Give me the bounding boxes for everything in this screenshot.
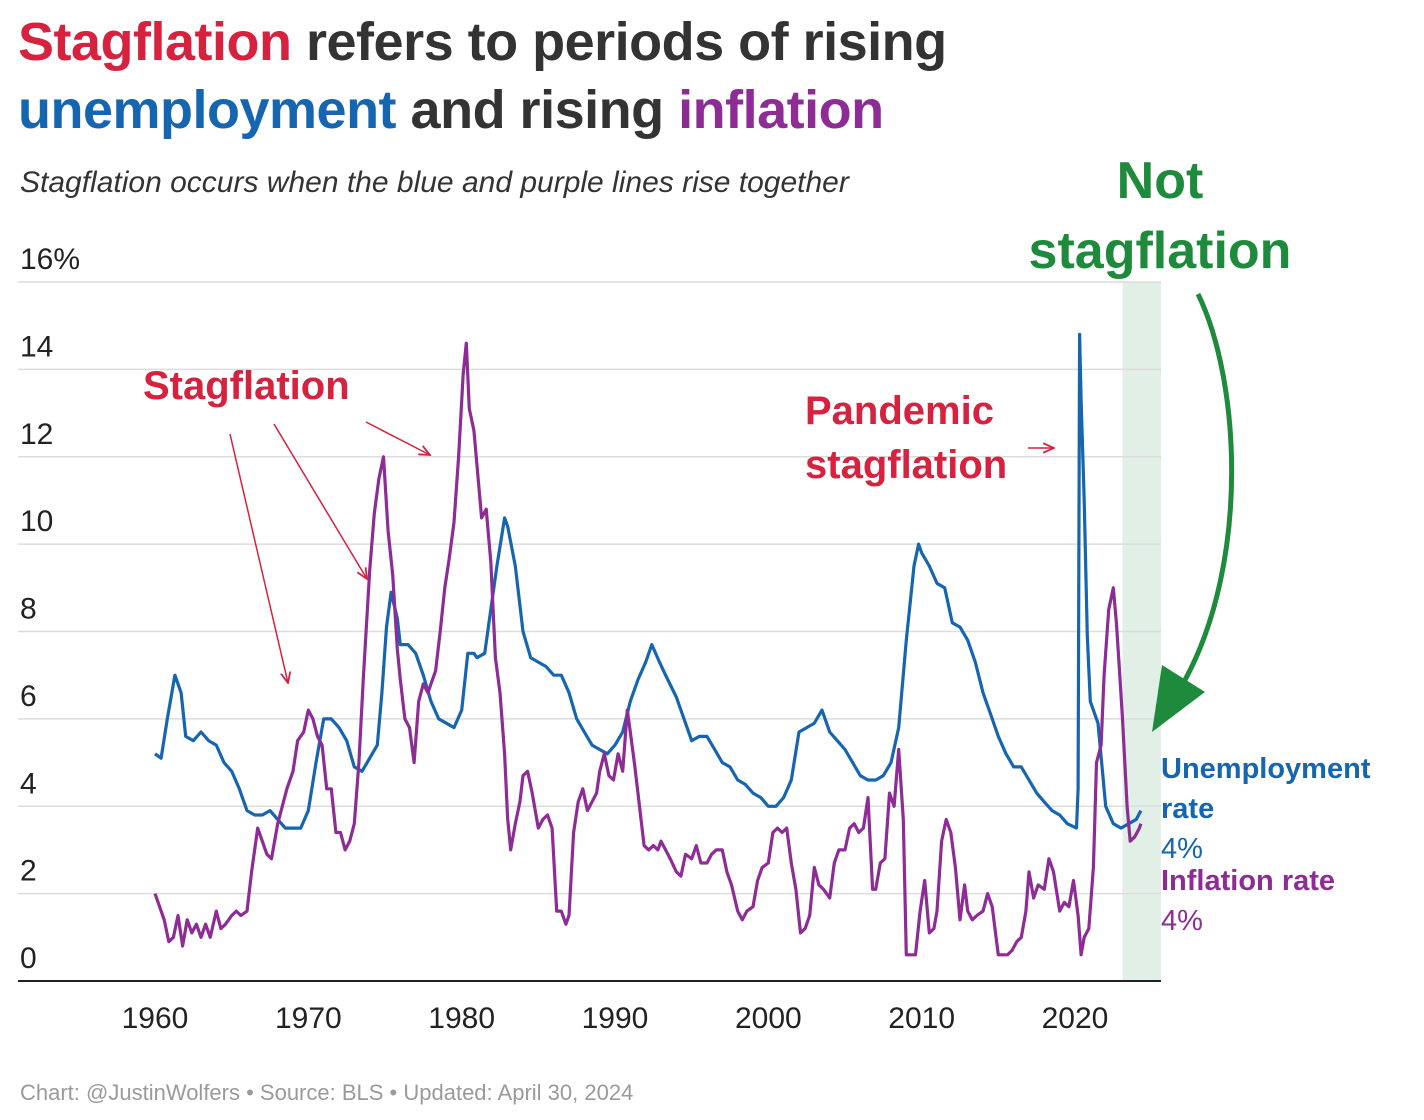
title-unemployment: unemployment (18, 80, 397, 140)
chart-subtitle: Stagflation occurs when the blue and pur… (20, 166, 849, 199)
x-tick-label: 2010 (888, 1002, 955, 1035)
y-axis: 0 2 4 6 8 10 12 14 16% (20, 243, 80, 975)
stagflation-annotation: Stagflation (143, 364, 350, 408)
unemployment-value: 4% (1161, 833, 1203, 865)
x-tick-label: 2000 (735, 1002, 802, 1035)
pandemic-annotation-line1: Pandemic (805, 389, 994, 433)
x-tick-label: 1970 (275, 1002, 342, 1035)
stagflation-arrow-2 (273, 423, 367, 579)
x-tick-label: 1980 (428, 1002, 495, 1035)
inflation-line (153, 341, 1143, 957)
title-inflation: inflation (678, 80, 884, 140)
y-tick-label: 16% (20, 243, 80, 276)
stagflation-arrow-3 (365, 421, 430, 455)
x-axis: 1960 1970 1980 1990 2000 2010 2020 (122, 1002, 1109, 1035)
unemployment-label-line1: Unemployment (1161, 753, 1371, 785)
y-tick-label: 2 (20, 855, 37, 888)
x-tick-label: 1960 (122, 1002, 189, 1035)
title-text-1: refers to periods of rising (291, 12, 947, 72)
y-tick-label: 6 (20, 680, 37, 713)
not-stagflation-line1: Not (1117, 152, 1204, 210)
inflation-value: 4% (1161, 905, 1203, 937)
y-tick-label: 12 (20, 418, 53, 451)
unemployment-label-line2: rate (1161, 793, 1214, 825)
title-stagflation: Stagflation (18, 12, 292, 72)
unemployment-line (154, 332, 1143, 830)
not-stagflation-arrowhead (1152, 665, 1205, 732)
y-tick-label: 10 (20, 505, 53, 538)
chart-title: Stagflation refers to periods of rising … (18, 8, 1118, 144)
y-tick-label: 0 (20, 942, 37, 975)
y-tick-label: 4 (20, 767, 37, 800)
y-tick-label: 14 (20, 330, 53, 363)
chart-area: 0 2 4 6 8 10 12 14 16% 1960 1970 1980 1990 2000 2010 2… (18, 152, 1371, 1035)
not-stagflation-line2: stagflation (1029, 222, 1292, 280)
y-tick-label: 8 (20, 593, 37, 626)
pandemic-annotation-line2: stagflation (805, 443, 1007, 487)
chart-footer: Chart: @JustinWolfers • Source: BLS • Up… (20, 1080, 634, 1105)
x-tick-label: 2020 (1042, 1002, 1109, 1035)
stagflation-arrow-1 (229, 433, 288, 683)
gridlines (18, 281, 1161, 895)
title-text-2: and rising (396, 80, 679, 140)
x-tick-label: 1990 (582, 1002, 649, 1035)
not-stagflation-arrow (1182, 292, 1235, 682)
inflation-label: Inflation rate (1161, 865, 1335, 897)
